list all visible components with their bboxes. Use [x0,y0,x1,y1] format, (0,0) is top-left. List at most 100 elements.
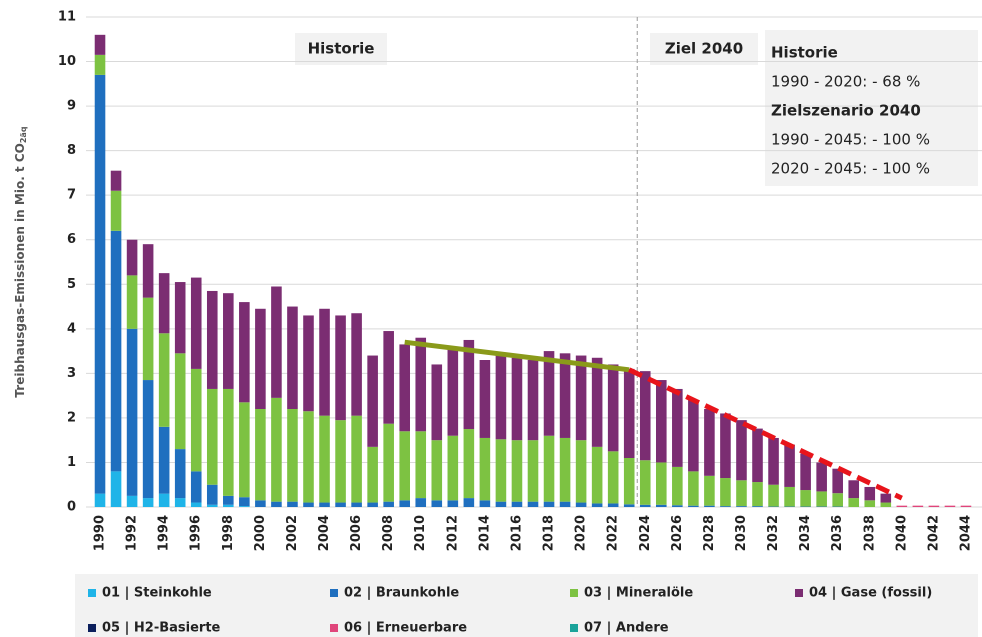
bar-segment [142,297,154,381]
bar-segment [591,503,603,507]
summary-line: 1990 - 2020: - 68 % [771,73,920,91]
bar-segment [271,397,282,502]
x-tick-label: 2020 [574,515,589,551]
legend-label: 01 | Steinkohle [102,586,212,601]
y-tick-label: 11 [58,10,76,25]
bar-segment [174,498,186,507]
x-tick-label: 2028 [702,515,717,551]
bar-segment [367,446,378,503]
bar-segment [832,493,843,507]
bar-segment [752,506,763,507]
bar-segment [110,471,122,507]
bar-segment [672,388,683,467]
x-tick-label: 2008 [381,515,396,551]
bar-segment [447,500,459,507]
bar-segment [142,380,154,499]
bar-segment [206,484,218,505]
x-tick-label: 2040 [894,515,909,551]
bar-segment [704,475,715,506]
summary-line: 2020 - 2045: - 100 % [771,160,930,178]
y-tick-label: 4 [67,321,76,336]
bar-segment [784,486,795,507]
y-tick-label: 3 [67,366,76,381]
bar-segment [351,415,362,503]
bar-segment [816,462,827,492]
bar-segment [367,502,378,507]
x-tick-label: 2018 [542,515,557,551]
y-tick-label: 2 [67,410,76,425]
bar-segment [591,446,603,504]
bar-segment [736,420,747,481]
bar-segment [639,504,651,507]
bar-segment [126,495,138,507]
bar-segment [848,498,860,507]
bar-segment [896,505,908,507]
summary-line: Historie [771,44,838,62]
bar-segment [688,400,699,472]
bar-segment [800,490,811,507]
bar-segment [94,493,106,507]
bar-segment [607,364,619,452]
bar-segment [495,501,507,507]
bar-segment [287,306,298,409]
bar-segment [206,504,218,507]
bar-segment [399,344,411,432]
bar-segment [287,409,298,502]
legend-swatch [88,589,96,597]
x-tick-label: 2024 [638,515,653,551]
bar-segment [752,482,763,507]
bar-segment [447,435,459,501]
bar-segment [720,506,731,507]
bar-segment [431,440,443,501]
bar-segment [142,498,154,507]
bar-segment [399,500,411,507]
legend-swatch [795,589,803,597]
bar-segment [126,328,138,496]
bar-segment [800,453,811,491]
bar-segment [239,506,250,507]
bar-segment [543,351,555,436]
bar-segment [960,505,972,507]
bar-segment [704,409,715,476]
summary-line: 1990 - 2045: - 100 % [771,131,930,149]
bar-segment [383,501,394,507]
history-label-bg [295,33,387,65]
bar-segment [287,501,298,507]
bar-segment [271,286,282,398]
bar-segment [415,337,427,432]
bar-segment [672,466,683,506]
y-tick-label: 10 [58,54,76,69]
bar-segment [223,504,234,507]
y-axis-label: Treibhausgas-Emissionen in Mio. t CO2äq [13,126,28,397]
bar-segment [126,239,138,276]
x-tick-label: 2044 [958,515,973,551]
bar-segment [94,34,106,55]
bar-segment [720,478,731,507]
legend-label: 06 | Erneuerbare [344,621,467,636]
bar-segment [255,308,266,409]
x-tick-label: 2012 [445,515,460,551]
bar-segment [575,355,587,441]
bar-segment [527,360,539,441]
bar-segment [639,371,651,461]
bar-segment [511,440,523,502]
legend-label: 03 | Mineralöle [584,586,693,601]
bar-segment [158,426,170,494]
x-tick-label: 2000 [253,515,268,551]
bar-segment [720,413,731,479]
x-tick-label: 2032 [766,515,781,551]
bar-segment [319,415,330,503]
bar-segment [335,420,346,503]
bar-segment [575,440,587,503]
bar-segment [607,503,619,507]
x-tick-label: 2042 [926,515,941,551]
x-tick-label: 2030 [734,515,749,551]
bar-segment [142,244,154,298]
x-tick-label: 2022 [606,515,621,551]
bar-segment [495,439,507,502]
x-tick-label: 2026 [670,515,685,551]
y-tick-label: 5 [67,277,76,292]
y-axis-label-sub: 2äq [19,126,28,143]
x-tick-label: 1990 [93,515,108,551]
